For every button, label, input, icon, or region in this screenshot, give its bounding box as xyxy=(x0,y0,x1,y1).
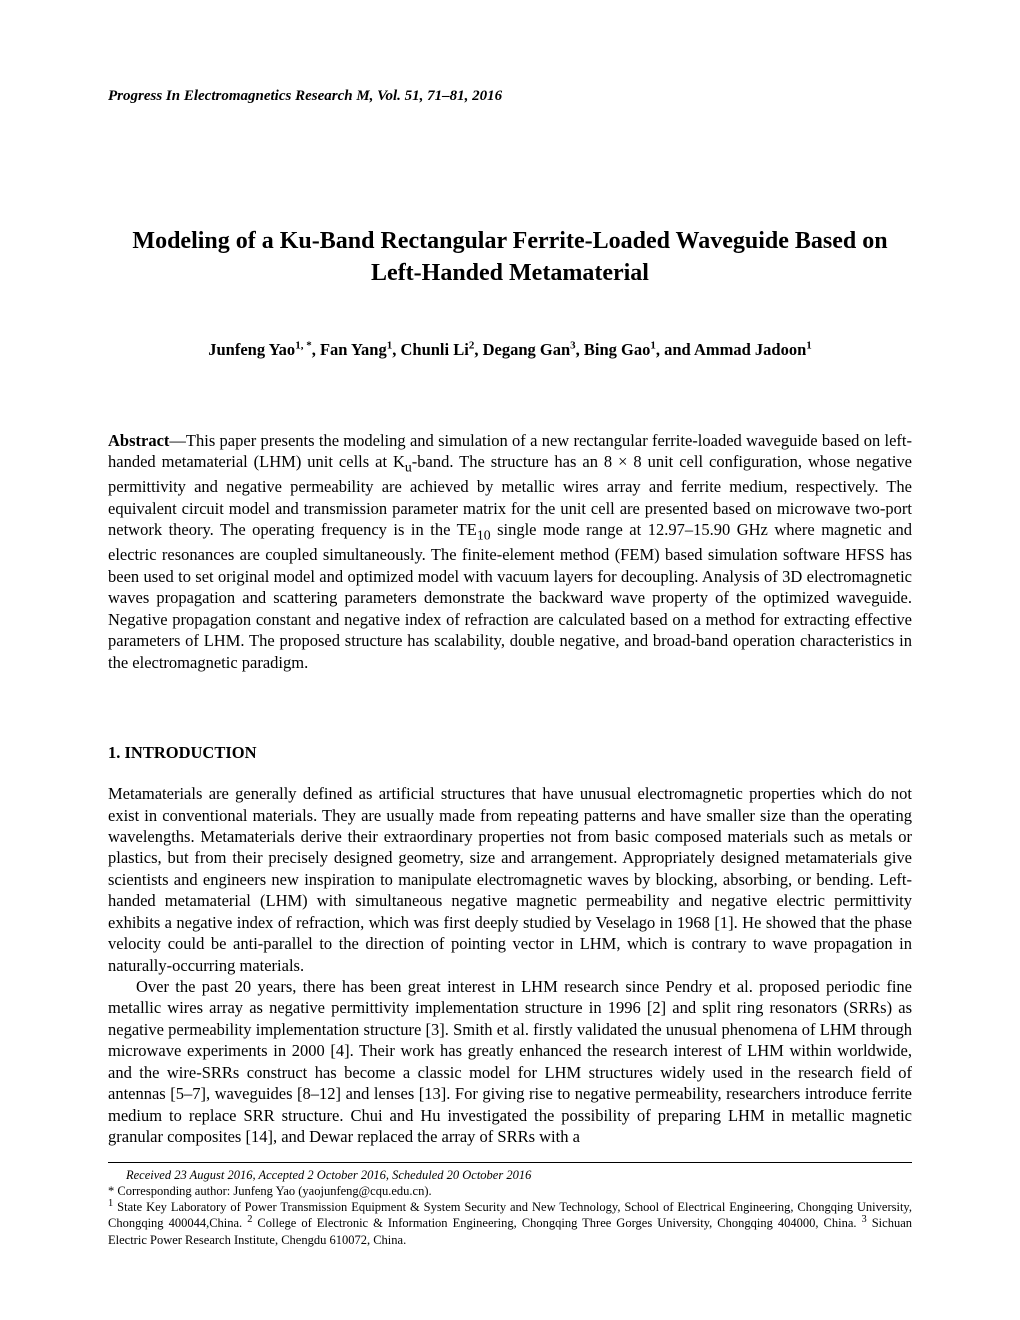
footnote-affiliations: 1 State Key Laboratory of Power Transmis… xyxy=(108,1199,912,1248)
abstract-text: —This paper presents the modeling and si… xyxy=(108,431,912,672)
footnotes-block: Received 23 August 2016, Accepted 2 Octo… xyxy=(108,1162,912,1248)
intro-paragraph-2: Over the past 20 years, there has been g… xyxy=(108,976,912,1148)
authors-line: Junfeng Yao1, *, Fan Yang1, Chunli Li2, … xyxy=(108,340,912,360)
footnote-corresponding: * Corresponding author: Junfeng Yao (yao… xyxy=(108,1183,912,1199)
paper-title: Modeling of a Ku-Band Rectangular Ferrit… xyxy=(108,225,912,290)
section-heading-introduction: 1. INTRODUCTION xyxy=(108,743,912,763)
introduction-body: Metamaterials are generally defined as a… xyxy=(108,783,912,1147)
abstract-label: Abstract xyxy=(108,431,169,450)
journal-header: Progress In Electromagnetics Research M,… xyxy=(108,88,912,105)
page-container: Progress In Electromagnetics Research M,… xyxy=(0,0,1020,1308)
footnote-received: Received 23 August 2016, Accepted 2 Octo… xyxy=(108,1167,912,1183)
intro-paragraph-1: Metamaterials are generally defined as a… xyxy=(108,783,912,976)
abstract-block: Abstract—This paper presents the modelin… xyxy=(108,430,912,673)
